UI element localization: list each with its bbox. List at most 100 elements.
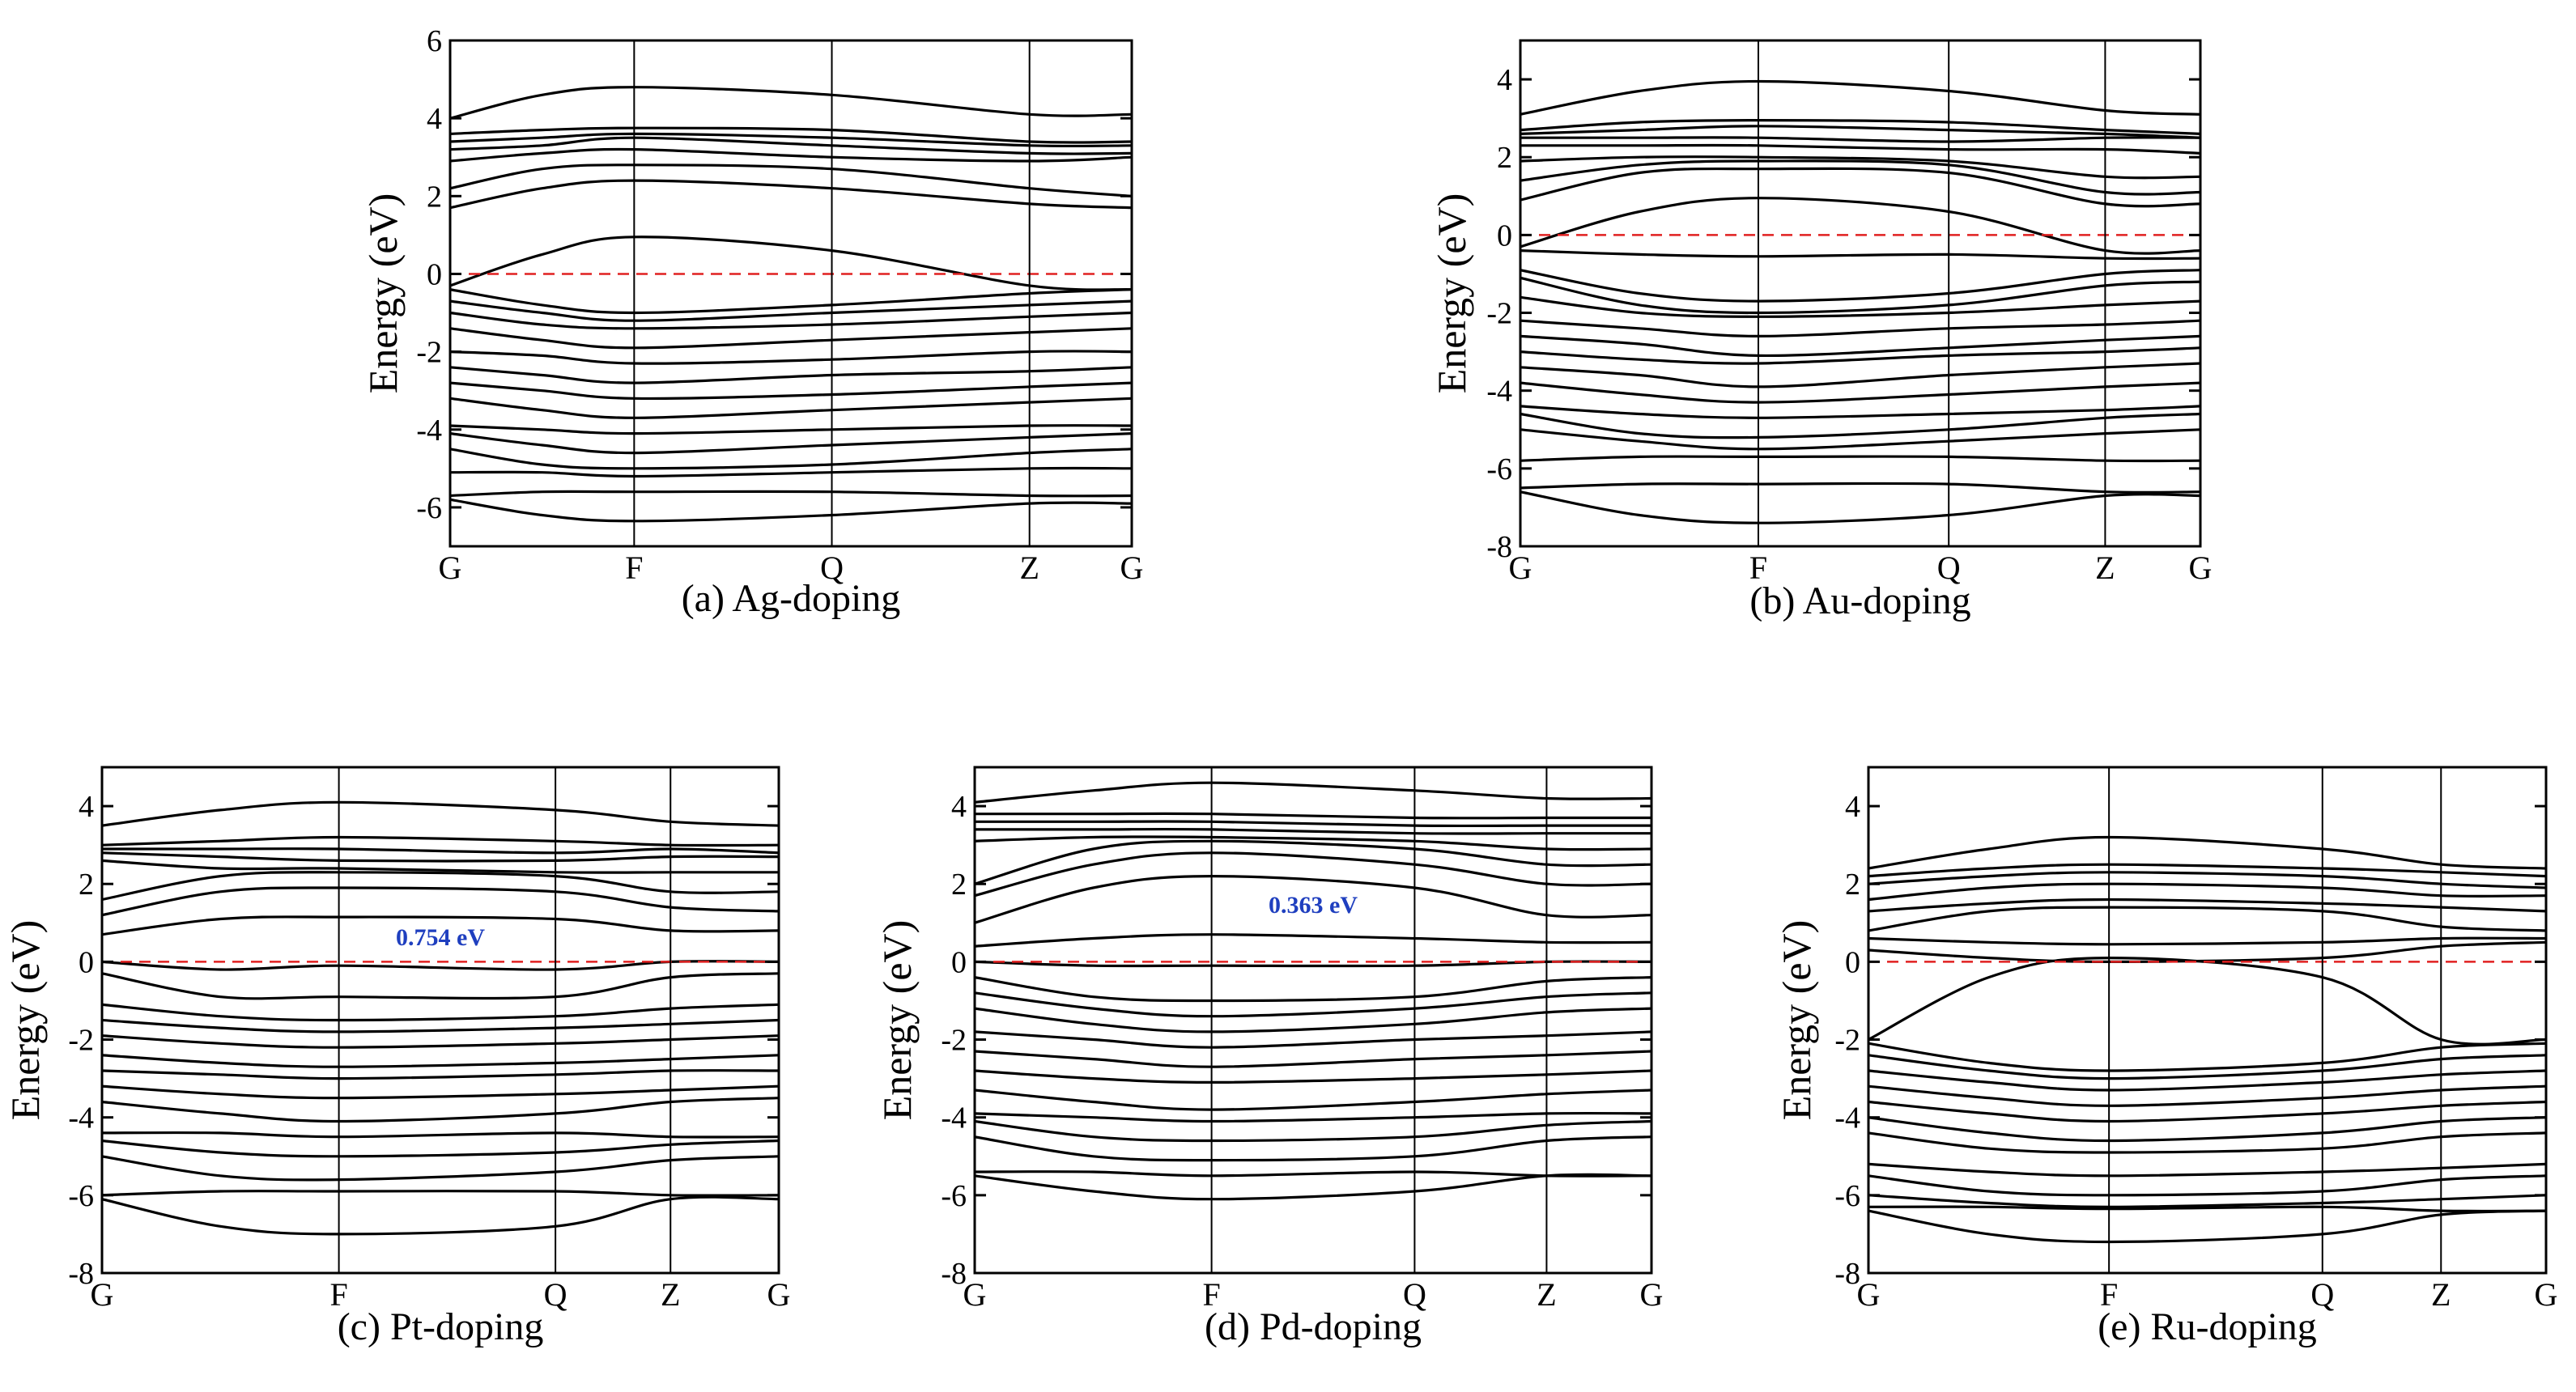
band-line: [102, 960, 779, 971]
bands-group: [1868, 835, 2546, 1244]
band-line: [1868, 1209, 2546, 1244]
band-line: [1868, 1174, 2546, 1197]
x-tick-label: F: [1202, 1276, 1220, 1313]
band-line: [975, 1119, 1651, 1143]
panel-caption: (c) Pt-doping: [338, 1305, 544, 1348]
band-line: [975, 1030, 1651, 1049]
band-line: [450, 179, 1132, 210]
y-tick-label: -2: [1834, 1024, 1860, 1058]
y-tick-label: 6: [427, 24, 442, 58]
x-tick-label: G: [91, 1276, 114, 1313]
band-line: [102, 851, 779, 863]
band-line: [102, 835, 779, 847]
band-line: [1868, 957, 2546, 1046]
x-tick-label: Q: [544, 1276, 567, 1313]
band-line: [450, 366, 1132, 384]
band-line: [1868, 1194, 2546, 1208]
panel-caption: (e) Ru-doping: [2098, 1305, 2317, 1348]
band-line: [450, 490, 1132, 498]
x-tick-label: F: [1749, 550, 1767, 586]
band-line: [102, 800, 779, 827]
band-line: [450, 381, 1132, 401]
band-line: [1868, 1100, 2546, 1123]
band-line: [1520, 381, 2200, 404]
band-line: [1868, 898, 2546, 913]
plot-frame: [1519, 39, 2202, 548]
band-line: [975, 812, 1651, 820]
bands-group: [102, 800, 779, 1236]
band-line: [1520, 276, 2200, 315]
band-line: [1868, 1042, 2546, 1072]
band-line: [450, 432, 1132, 455]
band-line: [1868, 1162, 2546, 1178]
y-tick-label: -4: [1834, 1101, 1860, 1135]
y-tick-label: -6: [1834, 1179, 1860, 1213]
band-line: [1520, 295, 2200, 318]
y-tick-label: -8: [1486, 530, 1512, 564]
band-line: [975, 827, 1651, 835]
band-line: [1520, 167, 2200, 208]
y-tick-label: -6: [68, 1179, 94, 1213]
band-line: [1520, 125, 2200, 139]
y-tick-label: 4: [1497, 63, 1512, 97]
band-line: [450, 327, 1132, 350]
y-tick-label: -6: [1486, 452, 1512, 486]
band-line: [450, 126, 1132, 144]
band-line: [450, 466, 1132, 478]
panel-caption: (d) Pd-doping: [1205, 1305, 1422, 1348]
band-line: [1520, 249, 2200, 261]
band-line: [102, 1084, 779, 1100]
band-line: [1520, 136, 2200, 143]
band-line: [102, 1069, 779, 1080]
y-tick-label: 4: [427, 102, 442, 136]
x-tick-label: G: [1640, 1276, 1664, 1313]
band-line: [102, 1054, 779, 1068]
band-line: [450, 311, 1132, 330]
y-tick-label: -8: [941, 1257, 967, 1291]
band-line: [1520, 79, 2200, 116]
y-tick-label: 2: [1845, 868, 1860, 902]
band-line: [450, 448, 1132, 470]
x-tick-label: Z: [2095, 550, 2115, 586]
band-line: [450, 498, 1132, 523]
band-line: [450, 86, 1132, 120]
band-line: [975, 851, 1651, 898]
panel-caption: (b) Au-doping: [1749, 579, 1970, 622]
y-tick-label: 2: [79, 868, 94, 902]
band-line: [1520, 490, 2200, 524]
panel-d: -8 -6 -4 -2 0 2 4 G F Q Z G Energy (eV) (d) Pd-doping…: [874, 766, 1664, 1348]
band-line: [1868, 906, 2546, 932]
band-line: [450, 236, 1132, 291]
band-line: [1868, 1131, 2546, 1154]
band-line: [450, 288, 1132, 315]
band-line: [975, 781, 1651, 804]
band-line: [102, 859, 779, 874]
band-line: [975, 960, 1651, 968]
band-line: [450, 163, 1132, 197]
band-line: [975, 1111, 1651, 1123]
band-line: [1520, 159, 2200, 196]
band-line: [102, 847, 779, 855]
y-tick-label: -8: [1834, 1257, 1860, 1291]
bands-group: [975, 781, 1651, 1201]
band-line: [1520, 455, 2200, 463]
x-tick-label: Q: [1937, 550, 1961, 586]
y-tick-label: 0: [951, 945, 967, 979]
plot-frame: [100, 766, 780, 1275]
band-line: [975, 1089, 1651, 1111]
band-line: [450, 136, 1132, 155]
band-line: [975, 991, 1651, 1018]
x-tick-label: Z: [1537, 1276, 1556, 1313]
band-line: [102, 1003, 779, 1022]
band-line: [1868, 835, 2546, 870]
band-line: [975, 839, 1651, 885]
panel-caption: (a) Ag-doping: [682, 577, 901, 620]
x-tick-label: F: [625, 550, 643, 586]
y-tick-label: 0: [427, 257, 442, 291]
bands-group: [1520, 79, 2200, 524]
y-tick-label: -6: [941, 1179, 967, 1213]
y-tick-label: -2: [416, 336, 442, 370]
band-line: [102, 1155, 779, 1182]
band-line: [1868, 1084, 2546, 1107]
y-tick-label: 4: [951, 790, 967, 824]
